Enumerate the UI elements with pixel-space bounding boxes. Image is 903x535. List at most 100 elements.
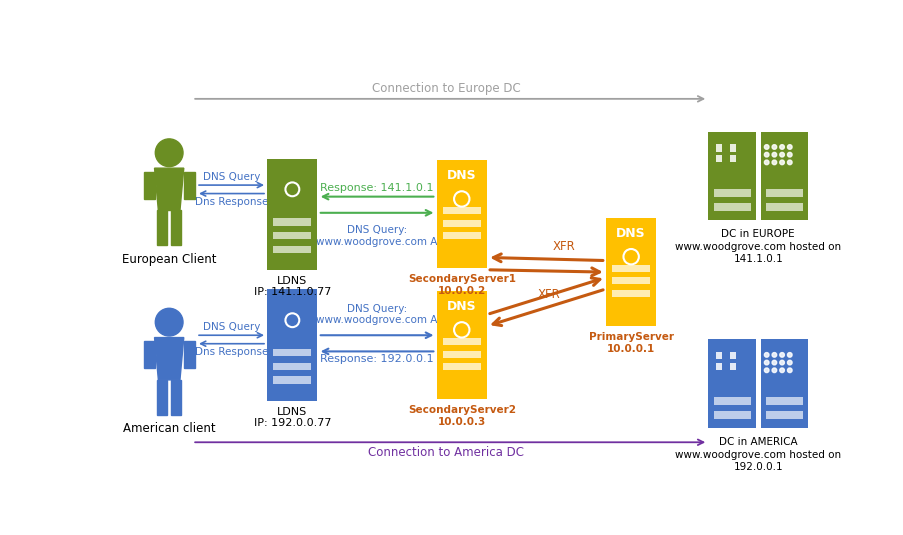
FancyBboxPatch shape [267, 158, 317, 270]
Text: Dns Response: Dns Response [195, 347, 268, 357]
Circle shape [155, 139, 182, 166]
FancyBboxPatch shape [715, 352, 721, 360]
FancyBboxPatch shape [611, 290, 649, 297]
Circle shape [787, 152, 791, 157]
Text: American client: American client [123, 422, 215, 435]
Text: Dns Response: Dns Response [195, 197, 268, 207]
Circle shape [764, 160, 768, 165]
Polygon shape [154, 338, 183, 380]
FancyBboxPatch shape [729, 352, 735, 360]
FancyBboxPatch shape [765, 397, 802, 405]
Text: 10.0.0.2: 10.0.0.2 [437, 286, 485, 296]
Circle shape [787, 360, 791, 365]
FancyBboxPatch shape [765, 411, 802, 419]
Text: www.woodgrove.com hosted on: www.woodgrove.com hosted on [675, 449, 841, 460]
FancyBboxPatch shape [729, 144, 735, 151]
Text: IP: 192.0.0.77: IP: 192.0.0.77 [254, 418, 330, 428]
Text: 141.1.0.1: 141.1.0.1 [732, 254, 782, 264]
FancyBboxPatch shape [436, 160, 486, 268]
Polygon shape [183, 341, 194, 369]
FancyBboxPatch shape [442, 338, 480, 345]
Circle shape [771, 360, 776, 365]
FancyBboxPatch shape [707, 340, 755, 428]
Text: www.woodgrove.com hosted on: www.woodgrove.com hosted on [675, 242, 841, 251]
Circle shape [764, 144, 768, 149]
Circle shape [155, 308, 182, 336]
Text: 192.0.0.1: 192.0.0.1 [732, 462, 782, 472]
Circle shape [779, 152, 784, 157]
FancyBboxPatch shape [729, 363, 735, 370]
Text: XFR: XFR [536, 288, 559, 301]
FancyBboxPatch shape [712, 397, 749, 405]
FancyBboxPatch shape [765, 189, 802, 197]
Text: XFR: XFR [552, 240, 574, 253]
Text: Connection to America DC: Connection to America DC [368, 446, 524, 459]
Circle shape [779, 160, 784, 165]
Text: LDNS: LDNS [277, 277, 307, 286]
Circle shape [787, 144, 791, 149]
FancyBboxPatch shape [707, 132, 755, 220]
FancyBboxPatch shape [611, 278, 649, 285]
FancyBboxPatch shape [274, 218, 311, 226]
Polygon shape [172, 210, 182, 245]
Polygon shape [156, 380, 167, 415]
Circle shape [764, 368, 768, 372]
FancyBboxPatch shape [715, 363, 721, 370]
Circle shape [779, 360, 784, 365]
Circle shape [764, 152, 768, 157]
FancyBboxPatch shape [267, 289, 317, 401]
FancyBboxPatch shape [442, 232, 480, 239]
FancyBboxPatch shape [759, 132, 807, 220]
FancyBboxPatch shape [712, 203, 749, 211]
Text: Response: 141.1.0.1: Response: 141.1.0.1 [320, 183, 433, 193]
Polygon shape [156, 210, 167, 245]
Text: DNS: DNS [446, 300, 476, 314]
Text: 10.0.0.3: 10.0.0.3 [437, 417, 485, 427]
Circle shape [779, 144, 784, 149]
Polygon shape [172, 380, 182, 415]
FancyBboxPatch shape [765, 203, 802, 211]
Text: DC in EUROPE: DC in EUROPE [721, 230, 794, 239]
Circle shape [787, 160, 791, 165]
Polygon shape [144, 341, 154, 369]
FancyBboxPatch shape [712, 411, 749, 419]
FancyBboxPatch shape [436, 292, 486, 399]
Circle shape [771, 152, 776, 157]
Text: DNS: DNS [616, 227, 646, 240]
Text: European Client: European Client [122, 253, 216, 266]
FancyBboxPatch shape [274, 377, 311, 384]
Text: DNS Query:
www.woodgrove.com A: DNS Query: www.woodgrove.com A [316, 304, 437, 325]
Circle shape [771, 368, 776, 372]
FancyBboxPatch shape [274, 349, 311, 356]
Text: DNS Query: DNS Query [202, 322, 260, 332]
Text: DNS: DNS [446, 170, 476, 182]
Circle shape [764, 360, 768, 365]
Text: IP: 141.1.0.77: IP: 141.1.0.77 [254, 287, 330, 297]
Text: Response: 192.0.0.1: Response: 192.0.0.1 [320, 355, 433, 364]
Text: DNS Query: DNS Query [202, 172, 260, 182]
Circle shape [787, 368, 791, 372]
FancyBboxPatch shape [442, 208, 480, 215]
Circle shape [764, 353, 768, 357]
FancyBboxPatch shape [729, 155, 735, 163]
Text: DNS Query:
www.woodgrove.com A: DNS Query: www.woodgrove.com A [316, 225, 437, 247]
FancyBboxPatch shape [442, 363, 480, 370]
Text: PrimaryServer: PrimaryServer [588, 332, 673, 342]
Circle shape [771, 353, 776, 357]
FancyBboxPatch shape [712, 189, 749, 197]
FancyBboxPatch shape [274, 363, 311, 370]
FancyBboxPatch shape [274, 246, 311, 253]
Polygon shape [144, 172, 154, 199]
Circle shape [771, 144, 776, 149]
FancyBboxPatch shape [274, 232, 311, 239]
FancyBboxPatch shape [759, 340, 807, 428]
Text: SecondaryServer1: SecondaryServer1 [407, 274, 516, 285]
Text: 10.0.0.1: 10.0.0.1 [606, 343, 655, 354]
FancyBboxPatch shape [715, 155, 721, 163]
Text: Connection to Europe DC: Connection to Europe DC [371, 82, 520, 95]
Circle shape [779, 368, 784, 372]
FancyBboxPatch shape [606, 218, 656, 326]
Text: LDNS: LDNS [277, 407, 307, 417]
FancyBboxPatch shape [442, 220, 480, 227]
Text: DC in AMERICA: DC in AMERICA [718, 437, 796, 447]
